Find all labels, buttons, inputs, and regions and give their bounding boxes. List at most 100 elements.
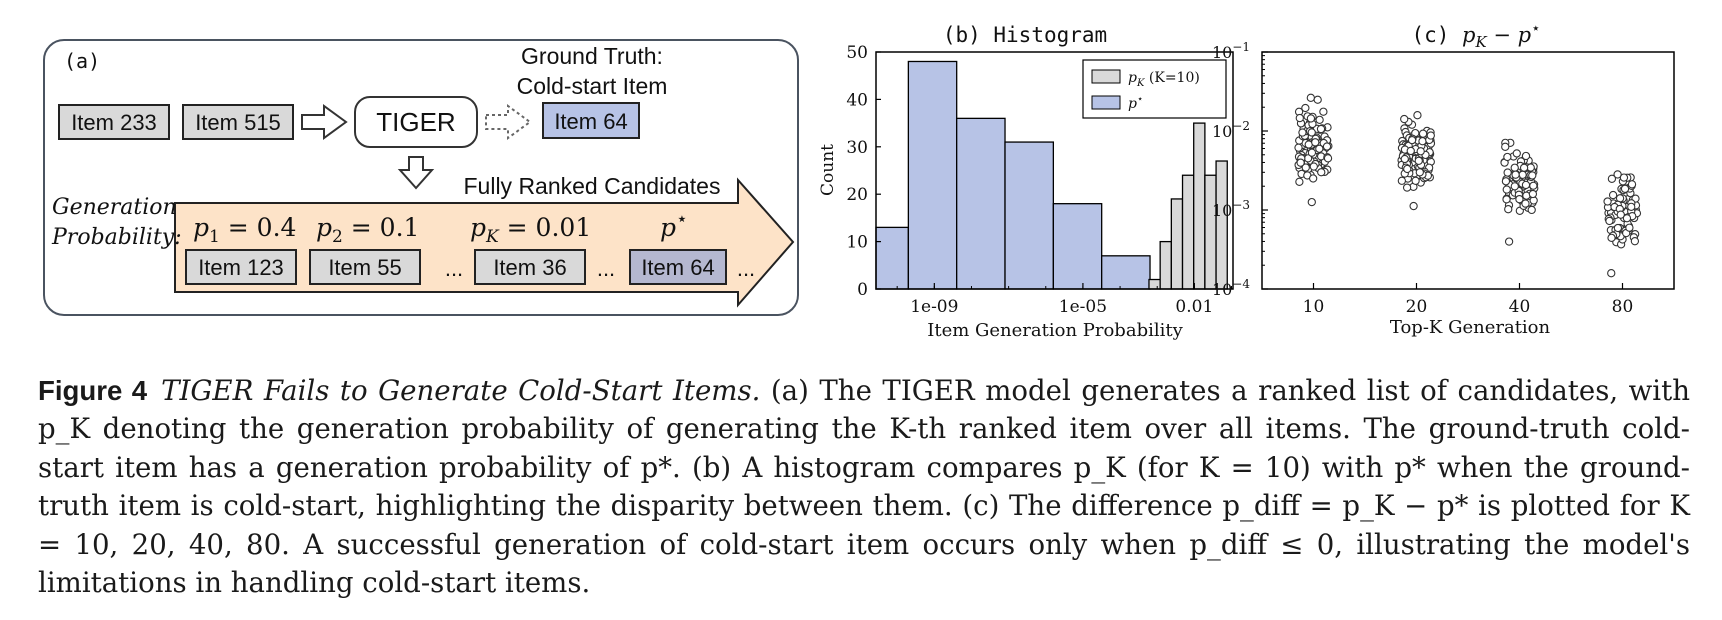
scatter-point xyxy=(1411,176,1420,185)
scatter-point xyxy=(1511,170,1520,179)
figure-canvas: (a) Ground Truth: Cold-start Item Item 2… xyxy=(43,19,1675,341)
panel-a-label: (a) xyxy=(64,49,100,73)
scatter-point xyxy=(1296,158,1305,167)
x-tick-label: 1e-05 xyxy=(1059,297,1107,317)
ranked-item-2: Item 55 xyxy=(328,255,401,280)
scatter-point xyxy=(1607,269,1616,278)
scatter-point xyxy=(1512,149,1521,158)
y-tick-label: 20 xyxy=(846,185,868,205)
ellipsis-3: ... xyxy=(737,256,755,281)
scatter-points xyxy=(1294,93,1642,278)
scatter-point xyxy=(1501,142,1510,151)
scatter-point xyxy=(1407,135,1417,145)
ranked-item-box-4 xyxy=(629,249,727,285)
histogram-xlabel: Item Generation Probability xyxy=(927,320,1183,341)
histogram-bar xyxy=(907,60,958,290)
histogram-bar xyxy=(1101,255,1151,290)
scatter-point xyxy=(1527,205,1536,215)
y-tick-label: 10−3 xyxy=(1212,198,1250,220)
scatter-point xyxy=(1521,199,1530,208)
scatter-point xyxy=(1510,163,1519,172)
scatter-point xyxy=(1316,124,1326,134)
prob-1: p1 = 0.4 xyxy=(193,213,296,247)
ranked-item-1: Item 123 xyxy=(198,255,284,280)
histogram-bar xyxy=(1052,203,1103,290)
scatter-point xyxy=(1319,107,1328,116)
scatter-point xyxy=(1309,162,1318,171)
panel-a-diagram: (a) Ground Truth: Cold-start Item Item 2… xyxy=(43,39,799,316)
scatter-point xyxy=(1306,93,1315,102)
histogram-bars xyxy=(875,60,1228,290)
ground-truth-heading: Ground Truth: xyxy=(521,43,663,69)
ellipsis-1: ... xyxy=(445,256,463,281)
scatter-point xyxy=(1322,142,1332,151)
y-tick-label: 40 xyxy=(846,90,868,110)
histogram-bar xyxy=(1215,160,1228,290)
scatter-point xyxy=(1625,223,1634,232)
scatter-xlabel: Top-K Generation xyxy=(1390,317,1551,338)
ground-truth-subheading: Cold-start Item xyxy=(517,73,668,99)
scatter-point xyxy=(1504,237,1514,246)
scatter-point xyxy=(1298,128,1307,137)
prob-star: p⋆ xyxy=(660,208,688,242)
scatter-point xyxy=(1622,214,1632,223)
tiger-model-label: TIGER xyxy=(376,107,455,137)
histogram-bar xyxy=(1148,278,1161,290)
scatter-point xyxy=(1620,184,1630,193)
histogram-bar xyxy=(956,117,1006,290)
scatter-point xyxy=(1607,174,1617,183)
scatter-point xyxy=(1503,168,1512,177)
prob-2: p2 = 0.1 xyxy=(316,213,419,247)
ranked-item-box-1 xyxy=(185,249,297,285)
ellipsis-2: ... xyxy=(597,256,615,281)
scatter-point xyxy=(1519,163,1529,172)
scatter-point xyxy=(1630,237,1640,246)
scatter-point xyxy=(1613,170,1622,179)
scatter-point xyxy=(1313,95,1322,104)
scatter-point xyxy=(1311,138,1320,147)
histogram-title: (b) Histogram xyxy=(943,23,1107,47)
arrow-down-icon xyxy=(397,156,435,190)
legend-label-pk: pK (K=10) xyxy=(1128,70,1200,89)
input-item-box-2 xyxy=(182,104,294,140)
scatter-point xyxy=(1317,168,1326,177)
scatter-point xyxy=(1306,114,1316,123)
scatter-point xyxy=(1607,233,1616,242)
ranked-item-4: Item 64 xyxy=(641,255,714,280)
scatter-point xyxy=(1528,189,1538,199)
scatter-plot-frame xyxy=(1261,51,1675,290)
scatter-point xyxy=(1501,177,1511,186)
scatter-point xyxy=(1415,168,1424,177)
scatter-point xyxy=(1521,151,1531,161)
scatter-point xyxy=(1627,180,1637,189)
scatter-point xyxy=(1414,156,1423,165)
scatter-point xyxy=(1413,111,1422,120)
candidates-title: Fully Ranked Candidates xyxy=(464,173,721,199)
scatter-point xyxy=(1418,129,1428,138)
histogram-bar xyxy=(1004,141,1055,290)
ranked-item-box-2 xyxy=(309,249,421,285)
y-tick-label: 0 xyxy=(857,280,868,300)
histogram-bar xyxy=(1159,240,1172,290)
scatter-point xyxy=(1426,131,1435,140)
x-tick-label: 10 xyxy=(1303,297,1325,317)
scatter-point xyxy=(1528,171,1537,180)
y-tick-label: 10 xyxy=(846,233,868,253)
caption-title: TIGER Fails to Generate Cold-Start Items… xyxy=(161,374,761,407)
scatter-point xyxy=(1294,143,1303,152)
x-tick-label: 1e-09 xyxy=(910,297,958,317)
x-tick-label: 40 xyxy=(1509,297,1531,317)
scatter-axes: 10−1 10−2 10−3 10−4 10 20 40 80 xyxy=(1212,40,1633,317)
gen-prob-label-line2: Probability: xyxy=(51,225,182,250)
y-tick-label: 10−2 xyxy=(1212,119,1250,141)
histogram-ylabel: Count xyxy=(818,144,838,196)
scatter-point xyxy=(1613,223,1623,233)
scatter-point xyxy=(1418,137,1427,146)
scatter-point xyxy=(1409,201,1418,211)
scatter-point xyxy=(1502,185,1511,194)
scatter-point xyxy=(1307,148,1317,157)
histogram-bar xyxy=(875,226,910,290)
target-item: Item 64 xyxy=(554,109,627,134)
arrow-right-icon xyxy=(301,104,348,140)
